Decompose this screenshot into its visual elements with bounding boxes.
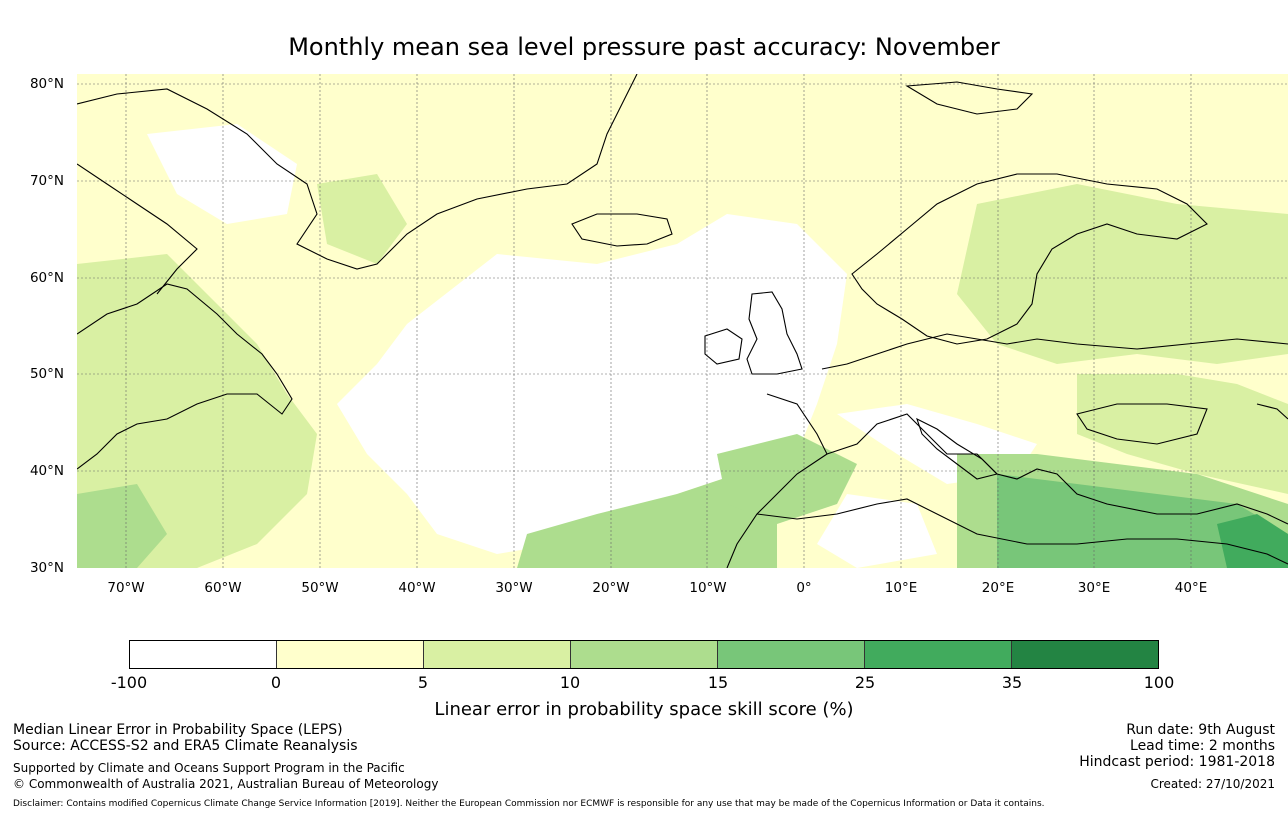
- colorbar-tick: 25: [854, 673, 876, 692]
- lat-label-50n: 50°N: [29, 366, 64, 382]
- colorbar: [129, 640, 1159, 669]
- mediterranean-coast: [826, 413, 1288, 525]
- skill-region-greenland-patch: [317, 174, 407, 264]
- lon-label-0: 0°: [796, 580, 812, 596]
- caspian-coast: [1256, 403, 1288, 420]
- uk-coast: [746, 291, 803, 375]
- colorbar-tick: 5: [417, 673, 429, 692]
- colorbar-segment: [718, 641, 865, 668]
- colorbar-tick: -100: [110, 673, 148, 692]
- europe-coast: [821, 333, 1288, 370]
- footer-left-credits: Supported by Climate and Oceans Support …: [13, 760, 438, 792]
- baffin-coast: [77, 163, 198, 295]
- colorbar-segment: [277, 641, 424, 668]
- lon-label-60w: 60°W: [204, 580, 242, 596]
- leps-description: Median Linear Error in Probability Space…: [13, 722, 343, 738]
- footer-right-block: Run date: 9th August Lead time: 2 months…: [1079, 722, 1275, 770]
- colorbar-tick: 10: [559, 673, 581, 692]
- map-title: Monthly mean sea level pressure past acc…: [288, 33, 1000, 61]
- lon-label-20w: 20°W: [592, 580, 630, 596]
- colorbar-segment: [130, 641, 277, 668]
- lon-label-40e: 40°E: [1174, 580, 1208, 596]
- italy-coast: [916, 417, 999, 480]
- labrador-coast: [77, 283, 293, 470]
- iceland-coast: [571, 213, 673, 247]
- hindcast-period: Hindcast period: 1981-2018: [1079, 754, 1275, 770]
- footer-left-block: Median Linear Error in Probability Space…: [13, 722, 358, 754]
- colorbar-segment: [424, 641, 571, 668]
- ireland-coast: [704, 328, 743, 365]
- skill-map: [77, 74, 1288, 568]
- run-date: Run date: 9th August: [1126, 722, 1275, 738]
- lon-label-20e: 20°E: [981, 580, 1015, 596]
- lead-time: Lead time: 2 months: [1130, 738, 1275, 754]
- black-sea-coast: [1076, 403, 1208, 445]
- lon-label-50w: 50°W: [301, 580, 339, 596]
- lat-label-40n: 40°N: [29, 463, 64, 479]
- colorbar-segment: [865, 641, 1012, 668]
- skill-region-scandinavia: [957, 184, 1288, 364]
- colorbar-segment: [1012, 641, 1158, 668]
- lat-label-80n: 80°N: [29, 76, 64, 92]
- lon-label-70w: 70°W: [107, 580, 145, 596]
- skill-region-subtropical-atlantic: [517, 474, 777, 568]
- colorbar-segment: [571, 641, 718, 668]
- greenland-coast: [77, 74, 638, 270]
- created-date: Created: 27/10/2021: [1150, 777, 1275, 791]
- skill-region-levant: [1217, 514, 1288, 568]
- skill-region-labrador-coast: [77, 484, 167, 568]
- lon-label-40w: 40°W: [398, 580, 436, 596]
- lat-label-70n: 70°N: [29, 173, 64, 189]
- data-source: Source: ACCESS-S2 and ERA5 Climate Reana…: [13, 738, 358, 754]
- lon-label-30e: 30°E: [1077, 580, 1111, 596]
- skill-region-mediterranean-west: [717, 434, 857, 524]
- lat-label-30n: 30°N: [29, 560, 64, 576]
- colorbar-tick: 0: [270, 673, 282, 692]
- copyright-notice: © Commonwealth of Australia 2021, Austra…: [13, 777, 439, 791]
- skill-region-north-atlantic-central: [337, 214, 847, 554]
- disclaimer: Disclaimer: Contains modified Copernicus…: [13, 799, 1045, 809]
- skill-map-canvas: [77, 74, 1288, 568]
- support-credit: Supported by Climate and Oceans Support …: [13, 761, 405, 775]
- svalbard-coast: [905, 81, 1034, 115]
- coastlines: [77, 74, 1288, 568]
- lat-label-60n: 60°N: [29, 270, 64, 286]
- skill-region-white-southwest: [817, 494, 937, 568]
- colorbar-label: Linear error in probability space skill …: [434, 699, 854, 720]
- lon-label-10e: 10°E: [884, 580, 918, 596]
- north-africa-coast: [756, 498, 1288, 565]
- map-gridlines: [77, 74, 1288, 568]
- colorbar-tick: 35: [1001, 673, 1023, 692]
- lon-label-10w: 10°W: [689, 580, 727, 596]
- iberia-coast: [726, 393, 828, 568]
- colorbar-tick: 100: [1143, 673, 1175, 692]
- lon-label-30w: 30°W: [495, 580, 533, 596]
- colorbar-tick: 15: [707, 673, 729, 692]
- skill-region-white-labrador: [147, 124, 297, 224]
- skill-field: [77, 74, 1288, 568]
